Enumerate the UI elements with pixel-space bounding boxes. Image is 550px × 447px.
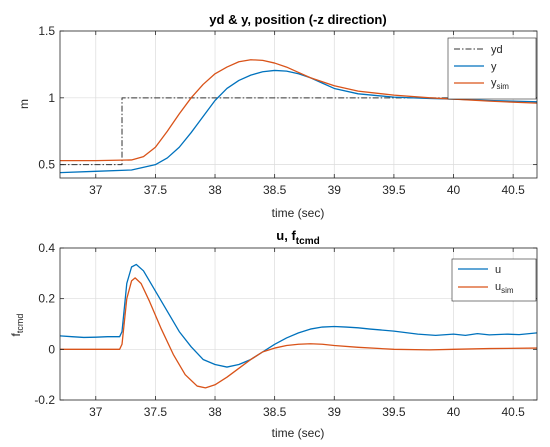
top-chart-legend: yd y ysim — [447, 37, 537, 100]
bottom-chart-axes — [59, 247, 538, 401]
x-tick-label: 37.5 — [144, 405, 168, 419]
x-tick-label: 37.5 — [144, 183, 168, 197]
legend-label-u-sim-sub: sim — [501, 286, 514, 295]
legend-label-y: y — [491, 61, 497, 73]
bottom-chart-title-main: u, f — [276, 228, 296, 243]
bottom-chart-y-axis-label-main: f — [9, 332, 23, 336]
bottom-chart-title: u, ftcmd — [276, 228, 319, 247]
legend-label-yd: yd — [491, 44, 503, 56]
x-tick-label: 38.5 — [263, 183, 287, 197]
x-tick-label: 39 — [328, 183, 342, 197]
legend-label-y-sim: ysim — [491, 77, 509, 91]
bottom-chart-legend-box — [451, 258, 537, 302]
y-tick-label: 1.5 — [38, 24, 55, 38]
y-tick-label: 0.5 — [38, 158, 55, 172]
bottom-chart-y-ticks: -0.2 0 0.2 0.4 — [34, 241, 537, 407]
y-tick-label: 0 — [48, 342, 55, 356]
axes-box — [59, 30, 538, 179]
y-tick-label: 0.4 — [38, 241, 55, 255]
top-chart-legend-box — [447, 37, 537, 100]
series-line-y-sim — [60, 59, 537, 162]
bottom-chart-title-sub: tcmd — [296, 236, 320, 247]
bottom-chart-y-axis-label-sub: tcmd — [15, 314, 25, 334]
legend-label-u-sim-main: u — [495, 281, 501, 293]
top-chart: yd & y, position (-z direction) 37 37.5 38… — [17, 12, 538, 220]
top-chart-y-ticks: 0.5 1 1.5 — [38, 24, 537, 172]
series-line-yd — [60, 97, 537, 166]
x-tick-label: 39.5 — [382, 405, 406, 419]
x-tick-label: 38.5 — [263, 405, 287, 419]
top-chart-y-axis-label: m — [17, 99, 31, 109]
x-tick-label: 39 — [328, 405, 342, 419]
top-chart-plot — [60, 59, 537, 174]
y-tick-label: 0.2 — [38, 292, 55, 306]
x-tick-label: 38 — [208, 183, 222, 197]
series-line-u-sim — [60, 277, 537, 389]
legend-label-u-sim: usim — [495, 281, 514, 295]
bottom-chart-legend: u usim — [451, 258, 537, 302]
x-tick-label: 40 — [447, 183, 461, 197]
top-chart-x-ticks: 37 37.5 38 38.5 39 39.5 40 40.5 — [89, 31, 525, 197]
legend-label-u: u — [495, 264, 501, 276]
top-chart-title: yd & y, position (-z direction) — [209, 12, 386, 27]
x-tick-label: 40.5 — [501, 405, 525, 419]
bottom-chart: u, ftcmd 37 37.5 38 38.5 39 39.5 40 40.5 -0.200… — [9, 228, 538, 440]
top-chart-axes — [59, 30, 538, 179]
bottom-chart-x-axis-label: time (sec) — [272, 426, 325, 440]
x-tick-label: 40.5 — [501, 183, 525, 197]
bottom-chart-plot — [60, 263, 537, 389]
legend-label-y-sim-sub: sim — [497, 82, 510, 91]
y-tick-label: 1 — [48, 91, 55, 105]
y-tick-label: -0.2 — [34, 393, 55, 407]
x-tick-label: 38 — [208, 405, 222, 419]
x-tick-label: 40 — [447, 405, 461, 419]
top-chart-x-axis-label: time (sec) — [272, 206, 325, 220]
bottom-chart-x-ticks: 37 37.5 38 38.5 39 39.5 40 40.5 — [89, 248, 525, 419]
x-tick-label: 37 — [89, 405, 103, 419]
x-tick-label: 37 — [89, 183, 103, 197]
legend-label-y-sim-main: y — [491, 77, 497, 89]
series-line-y — [60, 69, 537, 174]
x-tick-label: 39.5 — [382, 183, 406, 197]
bottom-chart-y-axis-label: ftcmd — [9, 314, 25, 337]
axes-box — [59, 247, 538, 401]
